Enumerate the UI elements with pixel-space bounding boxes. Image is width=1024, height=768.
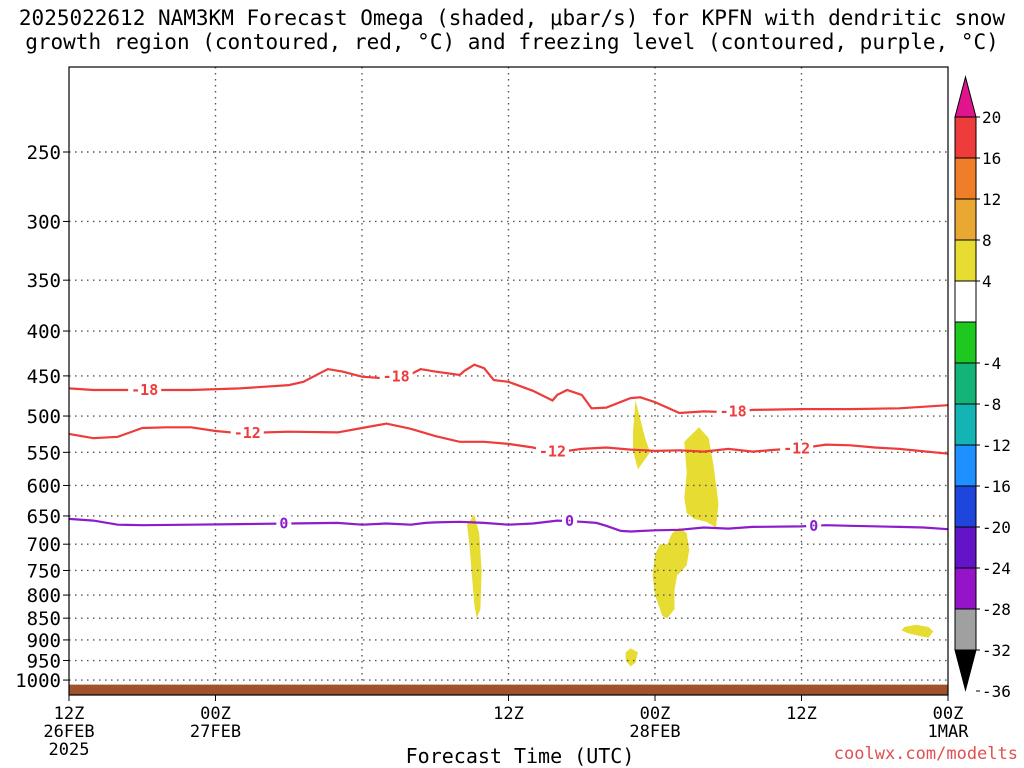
omega-region-5 xyxy=(625,648,638,667)
colorbar-segment-3 xyxy=(954,198,977,241)
contour-label--18-3: -18 xyxy=(720,403,747,421)
contour-label-0-2: 0 xyxy=(565,512,574,530)
credit-text: coolwx.com/modelts xyxy=(833,744,1018,764)
chart-title-line-1: 2025022612 NAM3KM Forecast Omega (shaded… xyxy=(18,6,1006,30)
y-tick-label-800: 800 xyxy=(27,585,61,607)
x-tick-label-24-1: 00Z xyxy=(640,704,671,724)
colorbar-segment-10 xyxy=(954,485,977,528)
y-tick-label-400: 400 xyxy=(27,321,61,343)
contour-label-bg-0-2 xyxy=(562,513,578,530)
contour-label-bg--18-3 xyxy=(716,403,750,420)
y-tick-label-1000: 1000 xyxy=(15,670,61,692)
x-tick-label-6-2: 27FEB xyxy=(190,722,241,742)
x-axis-label: Forecast Time (UTC) xyxy=(405,744,635,768)
contour-label--18-1: -18 xyxy=(131,381,158,399)
x-tick-label-0-3: 2025 xyxy=(49,740,90,760)
omega-region-6 xyxy=(901,624,934,638)
contour-label-bg--12-1 xyxy=(230,424,264,441)
colorbar-label-13: -32 xyxy=(982,641,1011,660)
colorbar-label-3: 12 xyxy=(982,190,1001,209)
y-tick-label-250: 250 xyxy=(27,142,61,164)
contour-label--18-2: -18 xyxy=(383,368,410,386)
contour-label--12-2: -12 xyxy=(539,443,566,461)
colorbar-segment-13 xyxy=(954,608,977,651)
colorbar-label-9: -16 xyxy=(982,477,1011,496)
colorbar-label-1: 20 xyxy=(982,108,1001,127)
omega-region-1 xyxy=(467,514,482,619)
colorbar-segment-8 xyxy=(954,403,977,446)
contour-label-bg-0-1 xyxy=(276,515,292,532)
colorbar-label-12: -28 xyxy=(982,600,1011,619)
colorbar-label-4: 8 xyxy=(982,231,992,250)
contour-label-bg--18-2 xyxy=(379,368,413,385)
y-tick-label-550: 550 xyxy=(27,442,61,464)
x-tick-label-30-1: 12Z xyxy=(786,704,817,724)
colorbar-label-6: -4 xyxy=(982,354,1001,373)
colorbar-segment-6 xyxy=(954,321,977,364)
contour-label-bg-0-3 xyxy=(806,517,822,534)
omega-region-4 xyxy=(652,527,690,619)
x-tick-label-18-1: 12Z xyxy=(493,704,524,724)
colorbar-label-11: -24 xyxy=(982,559,1011,578)
y-tick-label-600: 600 xyxy=(27,475,61,497)
colorbar-segment-11 xyxy=(954,526,977,569)
ground-band xyxy=(69,684,948,695)
contour-line--18 xyxy=(68,363,949,415)
x-tick-label-36-2: 1MAR xyxy=(928,722,970,742)
colorbar-label-2: 16 xyxy=(982,149,1001,168)
colorbar-top-triangle xyxy=(954,75,977,118)
y-tick-label-450: 450 xyxy=(27,366,61,388)
colorbar-segment-4 xyxy=(954,239,977,282)
omega-region-3 xyxy=(684,427,719,528)
contour-label-0-3: 0 xyxy=(809,517,818,535)
y-tick-label-950: 950 xyxy=(27,651,61,673)
y-tick-label-300: 300 xyxy=(27,211,61,233)
colorbar-label-5: 4 xyxy=(982,272,992,291)
contour-line-0 xyxy=(68,517,949,533)
colorbar-label-8: -12 xyxy=(982,436,1011,455)
colorbar-label-14: -36 xyxy=(982,682,1011,701)
y-tick-label-850: 850 xyxy=(27,608,61,630)
y-tick-label-650: 650 xyxy=(27,506,61,528)
x-tick-label-24-2: 28FEB xyxy=(629,722,680,742)
colorbar-segment-2 xyxy=(954,157,977,200)
colorbar-segment-5 xyxy=(954,280,977,323)
contour-label--12-3: -12 xyxy=(783,439,810,457)
contour-label-bg--12-2 xyxy=(535,443,569,460)
y-tick-label-500: 500 xyxy=(27,406,61,428)
chart-title-line-2: growth region (contoured, red, °C) and f… xyxy=(25,30,999,54)
contour-label-bg--18-1 xyxy=(128,382,162,399)
contour-label-0-1: 0 xyxy=(279,515,288,533)
contour-label-bg--12-3 xyxy=(780,440,814,457)
x-tick-label-0-2: 26FEB xyxy=(43,722,94,742)
colorbar-label-7: -8 xyxy=(982,395,1001,414)
y-tick-label-700: 700 xyxy=(27,534,61,556)
colorbar-bottom-triangle xyxy=(954,649,977,692)
y-tick-label-750: 750 xyxy=(27,560,61,582)
colorbar-segment-1 xyxy=(954,116,977,159)
colorbar-segment-12 xyxy=(954,567,977,610)
y-tick-label-900: 900 xyxy=(27,630,61,652)
colorbar-segment-7 xyxy=(954,362,977,405)
colorbar-label-10: -20 xyxy=(982,518,1011,537)
x-tick-label-36-1: 00Z xyxy=(933,704,964,724)
colorbar-segment-9 xyxy=(954,444,977,487)
x-tick-label-6-1: 00Z xyxy=(200,704,231,724)
y-tick-label-350: 350 xyxy=(27,270,61,292)
x-tick-label-0-1: 12Z xyxy=(54,704,85,724)
contour-label--12-1: -12 xyxy=(234,424,261,442)
